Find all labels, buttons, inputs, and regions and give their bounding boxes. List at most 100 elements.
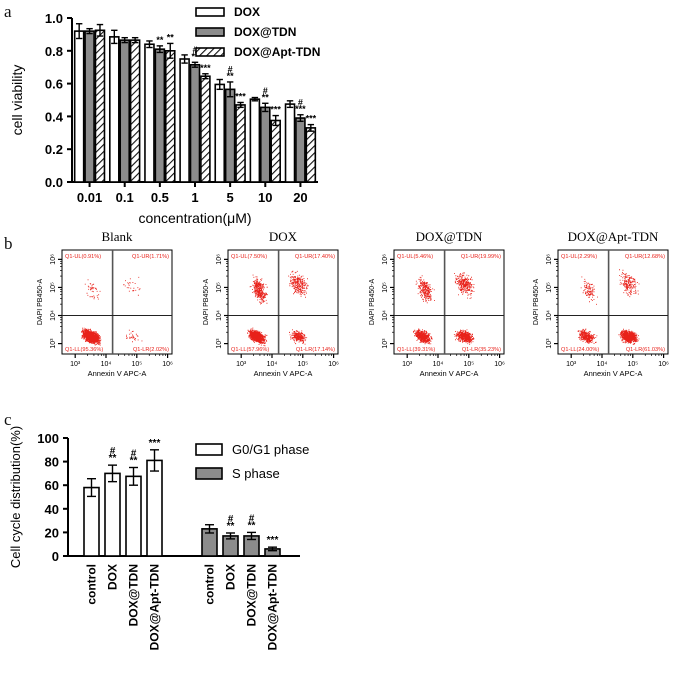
x-tick-label: 0.01 [77, 190, 102, 205]
bar [200, 75, 211, 183]
y-tick-label: 10⁶ [546, 254, 553, 265]
dot-cluster [454, 272, 475, 299]
x-tick-label: 10³ [402, 361, 413, 368]
legend-swatch [195, 467, 223, 480]
quadrant-label-ur: Q1-UR(17.40%) [295, 254, 335, 260]
dot-cluster [126, 329, 143, 343]
x-tick-label: 1 [191, 190, 198, 205]
y-tick-label: 20 [45, 525, 59, 540]
y-tick-label: 10⁶ [50, 254, 57, 265]
y-tick-label: 0.8 [45, 44, 63, 59]
significance-mark: *** [295, 104, 306, 114]
quadrant-label-ll: Q1-LL(24.00%) [561, 347, 599, 353]
panel-c: c 0 20 40 60 80 100 Cell cycle distribution(%)… [0, 408, 685, 681]
significance-mark: ** [109, 453, 117, 464]
x-tick-label: 10⁶ [658, 361, 669, 368]
x-axis-label: Annexin V APC-A [584, 369, 643, 378]
dot-cluster [81, 327, 102, 346]
x-tick-label: DOX [106, 564, 120, 590]
dot-cluster [415, 275, 435, 304]
y-tick-label: 0.4 [45, 109, 64, 124]
bar [109, 36, 120, 183]
y-tick-label: 10⁴ [382, 310, 389, 321]
bar [154, 48, 166, 183]
panel-c-letter: c [4, 410, 12, 429]
significance-mark: # [131, 449, 137, 460]
x-tick-label: 10 [258, 190, 272, 205]
significance-mark: ** [167, 32, 175, 42]
x-axis-label: Annexin V APC-A [420, 369, 479, 378]
flow-plot-frame [393, 249, 505, 355]
x-tick-label: 10³ [566, 361, 577, 368]
legend-label: DOX@TDN [234, 25, 296, 39]
bar [305, 127, 317, 183]
bar [224, 88, 236, 183]
panel-a: a 0.0 0.2 0.4 0.6 0.8 1.0 cell viability 0.01 0.… [0, 0, 685, 226]
x-axis-label: Annexin V APC-A [88, 369, 147, 378]
flow-dots [81, 276, 143, 346]
significance-mark: ** [227, 71, 235, 81]
y-tick-label: 10⁶ [216, 254, 223, 265]
significance-mark: ** [248, 520, 256, 531]
significance-mark: # [228, 64, 233, 74]
dot-cluster [249, 274, 268, 305]
y-tick-label: 0.2 [45, 142, 63, 157]
x-tick-label: 10³ [70, 361, 81, 368]
panel-a-legend: DOX DOX@TDN DOX@Apt-TDN [195, 5, 320, 59]
panel-b-letter: b [4, 234, 13, 253]
significance-mark: *** [270, 105, 281, 115]
legend-label: S phase [232, 466, 280, 481]
bar [94, 29, 106, 183]
dot-cluster [580, 276, 598, 305]
bar [249, 98, 261, 183]
x-tick-label: 0.1 [116, 190, 134, 205]
dot-cluster [453, 329, 475, 345]
flow-dots [247, 270, 309, 347]
bar [129, 39, 141, 183]
x-tick-label: 10⁵ [131, 361, 142, 368]
legend-label: DOX@Apt-TDN [234, 45, 320, 59]
bar [179, 58, 190, 183]
y-axis-label: DAPI PB450-A [533, 279, 540, 326]
quadrant-label-ul: Q1-UL(2.29%) [561, 254, 597, 260]
quadrant-label-ul: Q1-UL(0.91%) [65, 254, 101, 260]
quadrant-label-lr: Q1-LR(2.02%) [133, 347, 169, 353]
bar [214, 83, 226, 183]
y-axis-label: DAPI PB450-A [37, 279, 44, 326]
significance-mark: # [298, 97, 303, 107]
panel-c-chart: 0 20 40 60 80 100 Cell cycle distribution(%) co… [8, 426, 309, 651]
legend-swatch [195, 7, 225, 17]
significance-mark: ** [262, 92, 270, 102]
significance-mark: *** [149, 438, 161, 449]
x-tick-label: 10³ [236, 361, 247, 368]
dot-cluster [289, 329, 308, 345]
legend-swatch [195, 443, 223, 456]
significance-mark: ** [130, 456, 138, 467]
legend-label: DOX [234, 5, 260, 19]
flow-plot-title: DOX [269, 229, 298, 244]
dot-cluster [577, 328, 598, 344]
dot-cluster [619, 269, 640, 298]
significance-mark: # [192, 45, 197, 55]
y-tick-label: 0.6 [45, 77, 63, 92]
bar [295, 117, 306, 183]
legend-swatch [195, 47, 225, 57]
y-tick-label: 0 [52, 549, 59, 564]
quadrant-label-lr: Q1-LR(35.23%) [462, 347, 501, 353]
quadrant-label-ll: Q1-LL(57.96%) [231, 347, 269, 353]
flow-plot-title: DOX@TDN [416, 229, 483, 244]
bar [270, 119, 281, 183]
bar [146, 459, 163, 557]
x-tick-label: 10⁴ [597, 361, 608, 368]
y-tick-label: 100 [37, 431, 59, 446]
dot-cluster [247, 327, 268, 347]
flow-dots [577, 269, 640, 345]
y-tick-label: 10⁶ [382, 254, 389, 265]
bar [284, 103, 296, 183]
quadrant-label-lr: Q1-LR(61.03%) [626, 347, 665, 353]
quadrant-label-ll: Q1-LL(39.31%) [397, 347, 435, 353]
x-tick-label: 10⁵ [297, 361, 308, 368]
dot-cluster [288, 270, 309, 298]
quadrant-label-ll: Q1-LL(95.36%) [65, 347, 103, 353]
y-tick-label: 10⁴ [50, 310, 57, 321]
